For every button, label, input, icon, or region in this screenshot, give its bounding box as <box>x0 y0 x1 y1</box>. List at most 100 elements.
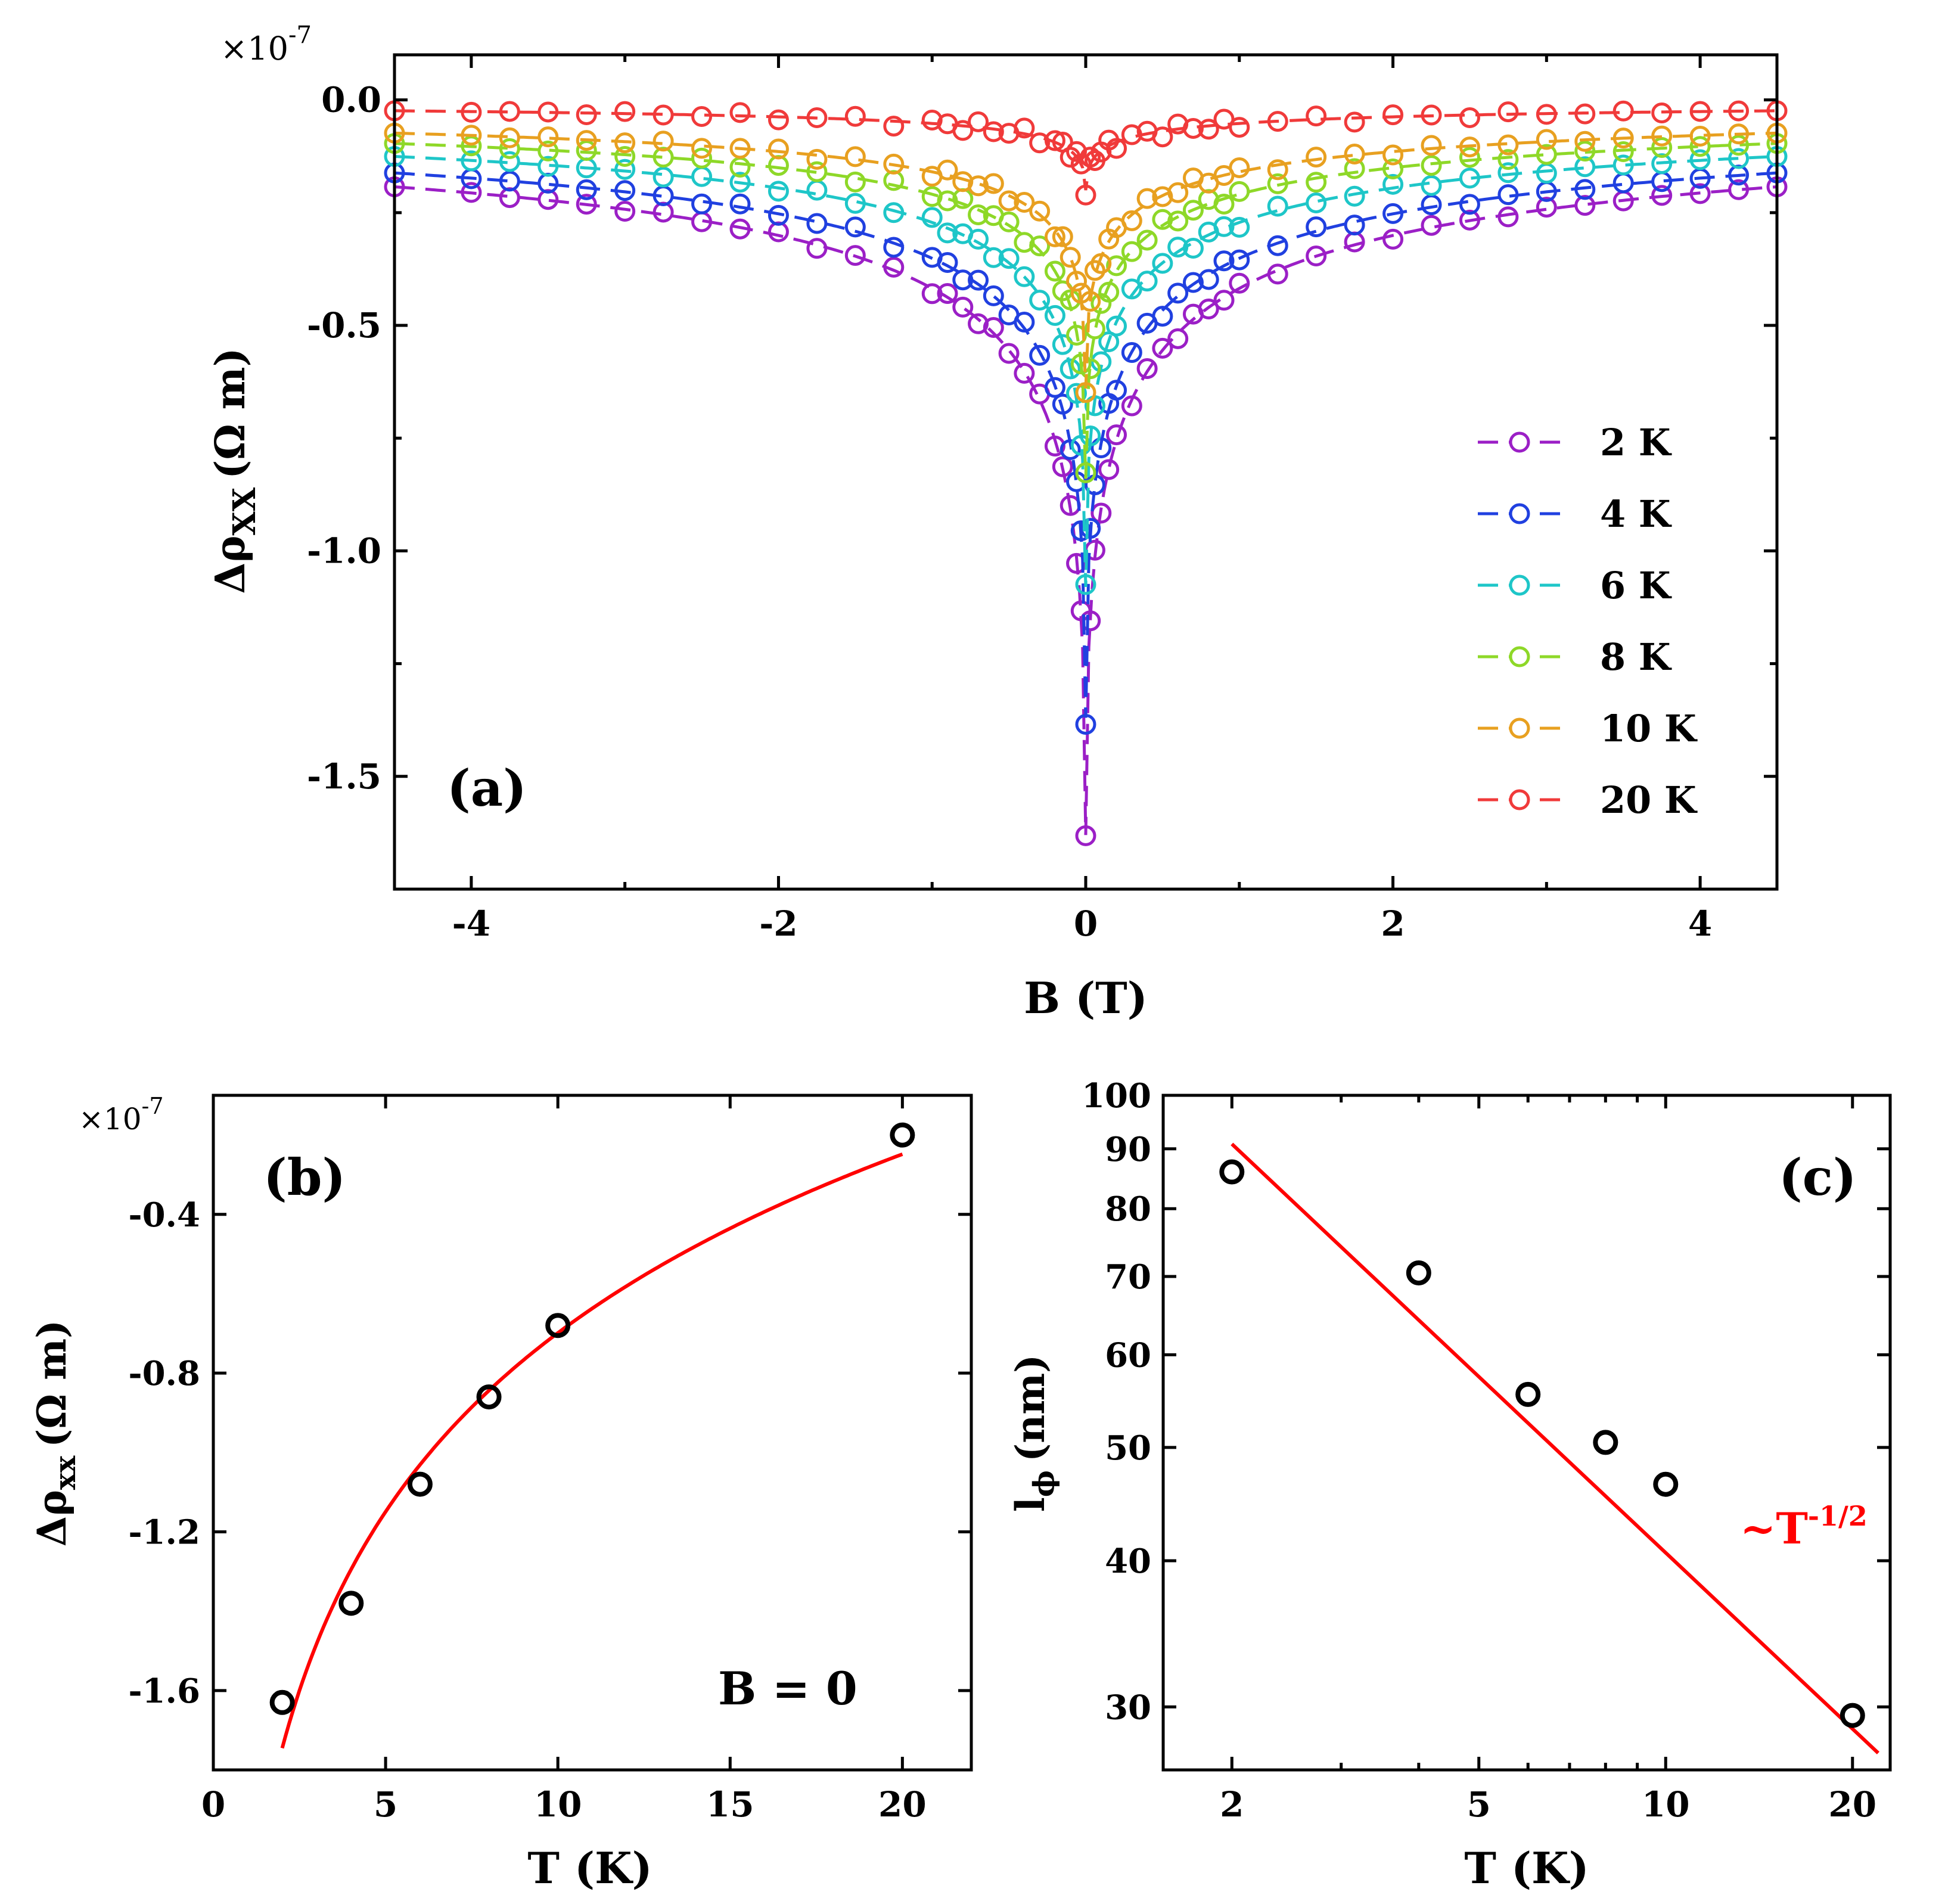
chart-a-point-10K <box>1267 159 1288 181</box>
chart-c-ytick-label: 80 <box>1105 1189 1151 1229</box>
chart-a-point-2K <box>614 201 636 222</box>
chart-a-point-6K <box>1080 425 1101 446</box>
chart-a-point-4K <box>937 251 958 273</box>
chart-a-point-8K <box>1098 281 1120 303</box>
chart-a-point-8K <box>1182 200 1204 221</box>
chart-a-point-10K <box>461 125 482 146</box>
chart-a-point-10K <box>998 190 1020 212</box>
chart-a-legend-marker <box>1509 503 1530 524</box>
chart-a-point-6K <box>1574 156 1596 178</box>
chart-a-point-20K <box>1497 101 1519 123</box>
chart-c-point <box>1515 1381 1541 1407</box>
chart-a-point-20K <box>1029 132 1051 154</box>
chart-a-point-6K <box>883 202 905 223</box>
chart-a-point-6K <box>1052 334 1073 355</box>
chart-a-point-4K <box>1213 250 1235 272</box>
chart-a-point-10K <box>1167 182 1189 203</box>
chart-a-point-10K <box>1080 291 1101 312</box>
chart-a-point-20K <box>844 105 866 127</box>
chart-a-point-4K <box>1029 344 1051 366</box>
chart-a-point-10K <box>1052 226 1073 247</box>
chart-a-point-2K <box>1098 459 1120 480</box>
chart-a-point-2K <box>537 189 559 210</box>
chart-a-point-2K <box>461 182 482 203</box>
chart-a-point-10K <box>1574 131 1596 152</box>
chart-a-point-2K <box>1167 328 1189 349</box>
chart-a-point-2K <box>883 256 905 278</box>
chart-a-point-10K <box>968 175 989 197</box>
chart-a-point-8K <box>1728 135 1750 156</box>
chart-a-point-20K <box>499 101 520 122</box>
chart-a-point-4K <box>691 193 713 215</box>
chart-a-point-10K <box>883 153 905 175</box>
chart-a-point-20K <box>1382 104 1404 126</box>
chart-a-point-4K <box>1052 393 1073 415</box>
chart-a-point-6K <box>1167 237 1189 258</box>
chart-a-point-4K <box>883 237 905 258</box>
chart-a-point-6K <box>1152 253 1173 274</box>
chart-a-point-4K <box>1044 377 1065 398</box>
chart-a-point-10K <box>1459 136 1480 158</box>
chart-a-point-6K <box>1421 175 1442 196</box>
chart-a-point-10K <box>1344 144 1365 165</box>
chart-a-point-20K <box>1106 138 1127 159</box>
chart-a-point-20K <box>983 121 1004 142</box>
chart-b-point <box>338 1591 364 1616</box>
chart-a-point-6K <box>1090 351 1112 372</box>
chart-a-point-8K <box>1267 173 1288 194</box>
chart-b-panel-label: (b) <box>263 1148 346 1207</box>
chart-a-ytick-label: -1.0 <box>307 530 381 571</box>
chart-a-ytick-label: -1.5 <box>307 756 381 797</box>
chart-a-point-8K <box>1136 229 1158 251</box>
chart-a-point-8K <box>1382 159 1404 180</box>
chart-a-point-6K <box>1060 358 1081 380</box>
chart-a-point-10K <box>1060 247 1081 268</box>
chart-a-point-10K <box>1728 123 1750 145</box>
chart-a-point-2K <box>1106 424 1127 446</box>
chart-a-point-8K <box>1106 255 1127 277</box>
chart-a-point-20K <box>1267 111 1288 132</box>
chart-a-point-10K <box>1136 188 1158 209</box>
chart-a-point-2K <box>806 238 828 259</box>
chart-a-point-8K <box>998 211 1020 232</box>
chart-c-annotation: ~T-1/2 <box>1740 1500 1868 1554</box>
chart-c-ytick-label: 40 <box>1105 1542 1151 1581</box>
chart-a-point-20K <box>1014 117 1035 139</box>
chart-a-point-6K <box>1213 216 1235 237</box>
chart-a-point-2K <box>1306 246 1327 267</box>
chart-a-xtick-label: 2 <box>1381 903 1405 944</box>
chart-a-point-20K <box>1152 126 1173 148</box>
chart-a-point-6K <box>1136 271 1158 292</box>
chart-a-multiplier: ×10-7 <box>220 21 312 67</box>
chart-a-point-2K <box>1689 183 1711 204</box>
chart-a-point-10K <box>537 126 559 148</box>
chart-a-point-10K <box>1306 147 1327 168</box>
chart-a-point-2K <box>576 194 597 215</box>
chart-a-xtick-label: -4 <box>452 903 490 944</box>
chart-a-point-20K <box>1044 130 1065 151</box>
chart-a-point-20K <box>952 120 974 141</box>
chart-a-point-20K <box>461 101 482 123</box>
chart-a-point-6K <box>968 228 989 250</box>
chart-a-point-2K <box>1651 185 1673 206</box>
chart-a-point-6K <box>1267 195 1288 217</box>
chart-a-point-4K <box>1121 342 1142 364</box>
chart-a-point-8K <box>806 161 828 182</box>
chart-a-legend-label: 2 K <box>1600 421 1672 464</box>
chart-a-point-20K <box>614 101 636 122</box>
chart-a-point-6K <box>537 156 559 177</box>
chart-a-point-2K <box>952 296 974 318</box>
chart-a-point-8K <box>499 138 520 159</box>
chart-a-point-10K <box>1121 210 1142 231</box>
chart-a-point-4K <box>1497 184 1519 206</box>
chart-a-point-10K <box>1075 382 1096 403</box>
chart-a-point-20K <box>729 102 751 123</box>
chart-a-point-8K <box>1066 324 1088 346</box>
chart-a-point-8K <box>1044 260 1065 282</box>
chart-a-point-4K <box>1014 312 1035 333</box>
chart-b-ytick-label: -1.6 <box>128 1672 200 1711</box>
chart-c-marks <box>1219 1142 1879 1754</box>
chart-a-point-10K <box>1497 134 1519 156</box>
chart-a-fit-20K <box>394 109 1777 191</box>
